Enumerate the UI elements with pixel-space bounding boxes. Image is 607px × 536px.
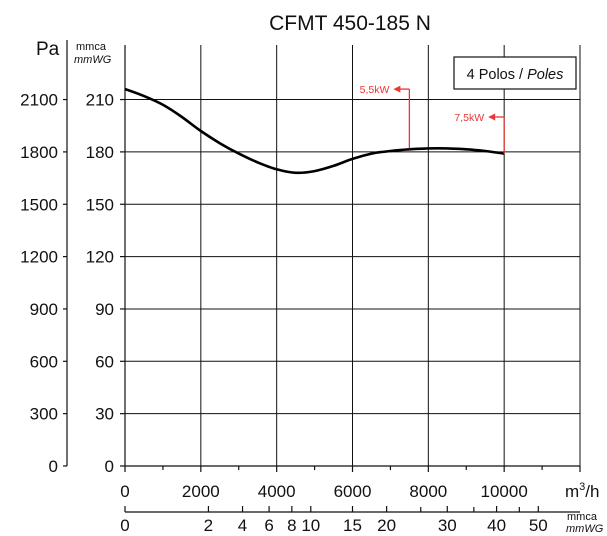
pressure-tick-label: 20 (377, 516, 396, 535)
flow-tick-label: 8000 (409, 482, 447, 501)
annotation-arrowhead (488, 113, 496, 121)
pressure-tick-label: 10 (301, 516, 320, 535)
mmca-tick-label: 210 (86, 91, 114, 110)
mmca-tick-label: 90 (95, 300, 114, 319)
pa-tick-label: 1500 (20, 195, 58, 214)
flow-tick-label: 2000 (182, 482, 220, 501)
pressure-tick-label: 8 (287, 516, 296, 535)
mmca-tick-label: 30 (95, 405, 114, 424)
annotation-label: 5,5kW (360, 84, 390, 96)
pa-tick-label: 300 (30, 405, 58, 424)
annotations: 5,5kW 7,5kW (360, 84, 505, 154)
mmwg-unit-label: mmWG (74, 54, 112, 66)
pa-tick-label: 1800 (20, 143, 58, 162)
pressure-tick-label: 6 (264, 516, 273, 535)
pressure-tick-label: 4 (238, 516, 247, 535)
axes (63, 40, 581, 513)
pa-unit-label: Pa (36, 39, 60, 60)
pressure-tick-label: 0 (120, 516, 129, 535)
legend-box (453, 56, 577, 90)
pa-tick-label: 900 (30, 300, 58, 319)
flow-tick-labels: 0 2000 4000 6000 8000 10000 (120, 482, 528, 501)
pa-tick-label: 2100 (20, 91, 58, 110)
pa-tick-label: 0 (49, 457, 58, 476)
pressure-tick-label: 50 (529, 516, 548, 535)
chart-title: CFMT 450-185 N (269, 12, 431, 35)
pressure-tick-label: 40 (487, 516, 506, 535)
series-layer (124, 87, 505, 175)
flow-tick-label: 0 (120, 482, 129, 501)
pressure-tick-label: 2 (204, 516, 213, 535)
annotation-label: 7,5kW (454, 112, 484, 124)
flow-tick-label: 6000 (334, 482, 372, 501)
pa-tick-label: 1200 (20, 248, 58, 267)
mmca-unit-label: mmca (76, 41, 107, 53)
flow-tick-label: 10000 (481, 482, 528, 501)
mmca-tick-label: 180 (86, 143, 114, 162)
legend: 4 Polos / Poles (453, 56, 577, 90)
pressure-tick-labels: 0 2 4 6 8 10 15 20 30 40 50 (120, 516, 547, 535)
flow-unit-label: m3/h (565, 481, 599, 501)
mmca-tick-label: 120 (86, 248, 114, 267)
pressure-unit-label: mmca (567, 511, 598, 523)
mmca-tick-label: 150 (86, 195, 114, 214)
grid (125, 45, 581, 466)
pa-tick-labels: 0 300 600 900 1200 1500 1800 2100 (20, 91, 58, 476)
pa-tick-label: 600 (30, 352, 58, 371)
legend-label: 4 Polos / Poles (467, 67, 564, 83)
mmca-tick-label: 0 (105, 457, 114, 476)
fan-curve-line (124, 87, 505, 175)
pressure-tick-label: 15 (343, 516, 362, 535)
pressure-unit-italic: mmWG (566, 523, 604, 535)
mmca-tick-labels: 0 30 60 90 120 150 180 210 (86, 91, 114, 476)
mmca-tick-label: 60 (95, 352, 114, 371)
annotation-arrowhead (393, 85, 401, 93)
flow-tick-label: 4000 (258, 482, 296, 501)
pressure-tick-label: 30 (438, 516, 457, 535)
